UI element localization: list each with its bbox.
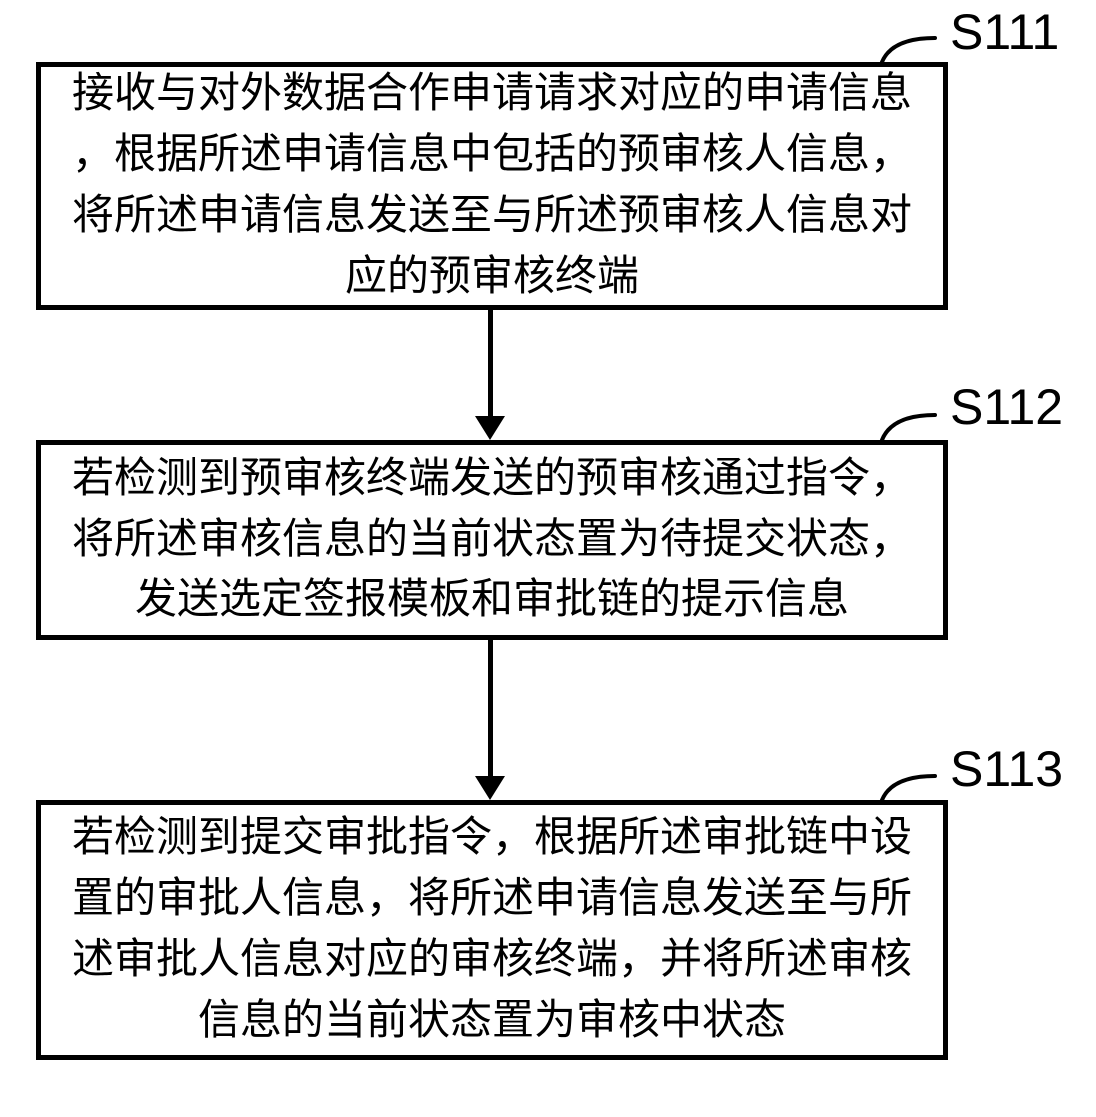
arrow-s112-s113 (488, 640, 493, 776)
arrow-s111-s112 (488, 310, 493, 416)
flow-node-s111-text: 接收与对外数据合作申请请求对应的申请信息 ，根据所述申请信息中包括的预审核人信息… (72, 64, 912, 308)
step-label-s112: S112 (950, 378, 1063, 436)
flow-node-s113-text: 若检测到提交审批指令，根据所述审批链中设 置的审批人信息，将所述申请信息发送至与… (72, 808, 912, 1052)
flow-node-s112-text: 若检测到预审核终端发送的预审核通过指令， 将所述审核信息的当前状态置为待提交状态… (72, 449, 912, 632)
step-label-s113: S113 (950, 740, 1063, 798)
arrow-head-s111-s112 (475, 416, 505, 440)
arrow-head-s112-s113 (475, 776, 505, 800)
flow-node-s111: 接收与对外数据合作申请请求对应的申请信息 ，根据所述申请信息中包括的预审核人信息… (36, 62, 948, 310)
flow-node-s113: 若检测到提交审批指令，根据所述审批链中设 置的审批人信息，将所述申请信息发送至与… (36, 800, 948, 1060)
step-label-s111: S111 (950, 3, 1059, 61)
flow-node-s112: 若检测到预审核终端发送的预审核通过指令， 将所述审核信息的当前状态置为待提交状态… (36, 440, 948, 640)
flowchart-canvas: 接收与对外数据合作申请请求对应的申请信息 ，根据所述申请信息中包括的预审核人信息… (0, 0, 1096, 1117)
